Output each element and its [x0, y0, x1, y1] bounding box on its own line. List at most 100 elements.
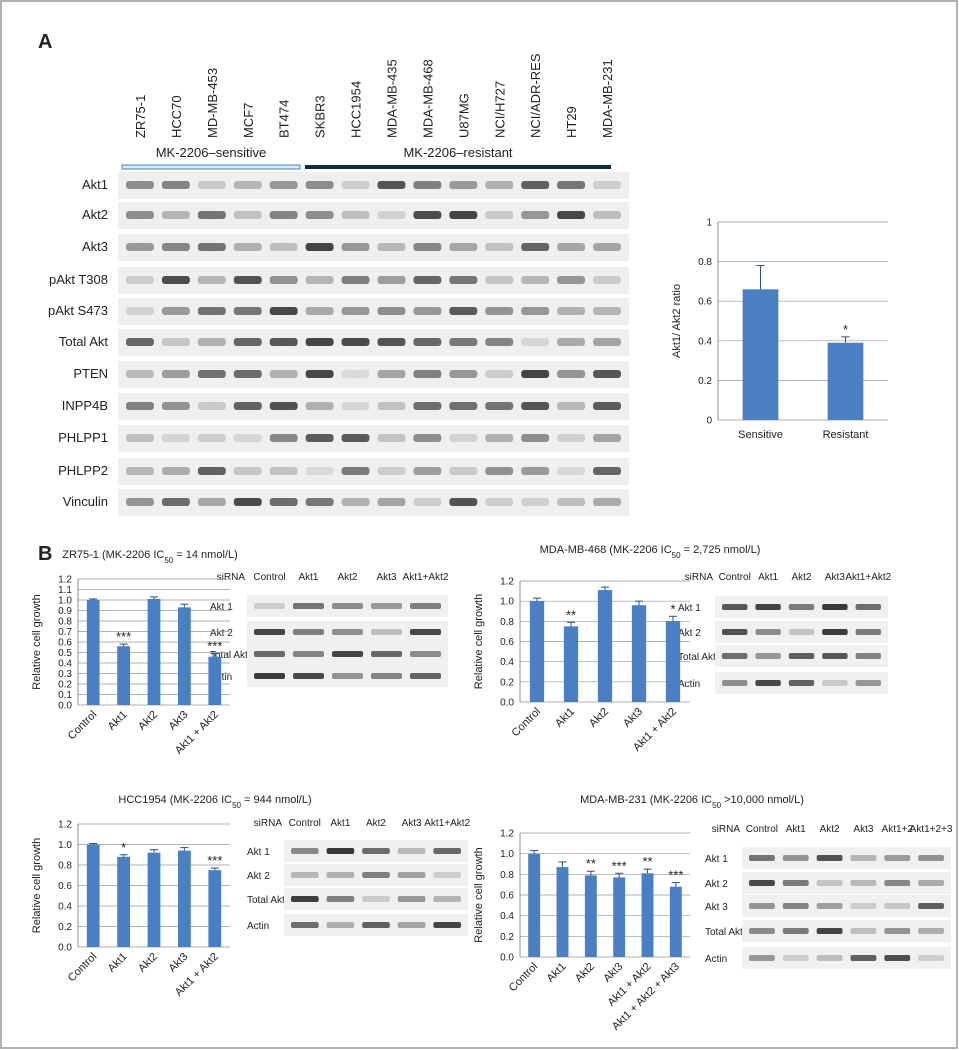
blot-band	[749, 928, 775, 934]
title-part: 50	[232, 801, 241, 810]
blot-row-label: Actin	[247, 921, 269, 932]
blot-band	[593, 434, 621, 442]
blot-band	[918, 880, 944, 886]
chart-title: MDA-MB-231 (MK-2206 IC50 >10,000 nmol/L)	[580, 794, 804, 810]
blot-band	[722, 629, 748, 635]
blot-band	[884, 903, 911, 909]
blot-band	[305, 370, 334, 378]
lane-label: Akt2	[791, 572, 811, 583]
blot-band	[305, 467, 334, 475]
blot-band	[449, 370, 478, 378]
blot-band	[850, 903, 877, 909]
blot-band	[254, 673, 285, 679]
blot-band	[449, 338, 478, 346]
blot-row-label: pAkt S473	[48, 303, 108, 318]
y-tick-label: 0.5	[58, 648, 72, 659]
y-tick-label: 0.6	[58, 881, 72, 892]
blot-band	[413, 181, 442, 189]
blot-band	[749, 955, 775, 961]
blot-band	[722, 604, 748, 610]
bar	[178, 607, 191, 705]
blot-band	[822, 604, 848, 610]
blot-band	[293, 629, 324, 635]
x-tick-label: Sensitive	[738, 429, 783, 441]
blot-band	[269, 181, 298, 189]
blot-band	[305, 211, 334, 219]
blot-band	[433, 896, 461, 902]
y-tick-label: 0.4	[58, 659, 72, 670]
blot-band	[291, 922, 319, 928]
blot-band	[485, 181, 514, 189]
blot-band	[485, 434, 514, 442]
blot-band	[377, 402, 406, 410]
blot-row-label: Akt 1	[678, 603, 701, 614]
blot-row-label: Akt2	[82, 207, 108, 222]
blot-row-label: Akt 2	[247, 871, 270, 882]
y-tick-label: 0.6	[500, 891, 514, 902]
y-tick-label: 0.4	[698, 336, 712, 347]
blot-band	[254, 629, 285, 635]
y-tick-label: 0.1	[58, 690, 72, 701]
blot-band	[269, 402, 298, 410]
title-part: = 2,725 nmol/L)	[681, 544, 761, 556]
y-tick-label: 1.2	[500, 829, 514, 840]
blot-band	[521, 307, 550, 315]
blot-header: siRNA	[254, 818, 283, 829]
blot-band	[161, 338, 190, 346]
lane-label: Control	[746, 824, 778, 835]
blot-band	[449, 243, 478, 251]
blot-band	[126, 498, 154, 506]
blot-band	[884, 955, 911, 961]
y-tick-label: 0.9	[58, 606, 72, 617]
blot-band	[326, 872, 355, 878]
blot-band	[521, 276, 550, 284]
blot-band	[413, 402, 442, 410]
blot-band	[722, 653, 748, 659]
blot-band	[749, 855, 775, 861]
blot-band	[305, 181, 334, 189]
blot-band	[332, 673, 363, 679]
blot-strip	[118, 202, 629, 229]
bar	[613, 877, 626, 957]
blot-strip	[247, 595, 448, 617]
significance: ***	[116, 629, 131, 644]
significance: **	[586, 856, 596, 871]
blot-row-label: pAkt T308	[49, 272, 108, 287]
bar	[529, 601, 545, 702]
blot-band	[755, 653, 781, 659]
blot-band	[749, 903, 775, 909]
y-tick-label: 0.2	[58, 680, 72, 691]
title-part: ZR75-1 (MK-2206 IC	[62, 549, 164, 561]
cell-line-label: HCC1954	[349, 81, 364, 138]
blot-band	[126, 370, 154, 378]
y-tick-label: 0	[706, 416, 712, 427]
blot-band	[485, 467, 514, 475]
blot-band	[485, 370, 514, 378]
blot-band	[413, 243, 442, 251]
blot-band	[269, 243, 298, 251]
blot-band	[557, 434, 586, 442]
blot-band	[341, 276, 370, 284]
blot-band	[197, 498, 226, 506]
blot-band	[269, 338, 298, 346]
y-axis-label: Relative cell growth	[31, 594, 43, 689]
blot-band	[593, 276, 621, 284]
blot-strip	[247, 621, 448, 643]
blot-band	[449, 402, 478, 410]
blot-band	[782, 880, 809, 886]
bar	[86, 600, 100, 705]
y-tick-label: 1.0	[58, 596, 72, 607]
blot-band	[593, 467, 621, 475]
blot-header: siRNA	[217, 572, 246, 583]
y-tick-label: 0.2	[58, 922, 72, 933]
lane-label: Akt1+Akt2	[424, 818, 470, 829]
blot-band	[332, 629, 363, 635]
blot-band	[197, 434, 226, 442]
blot-row-label: Vinculin	[63, 494, 108, 509]
blot-strip	[742, 847, 951, 869]
significance: ***	[668, 868, 683, 883]
blot-strip	[284, 888, 468, 910]
title-part: MDA-MB-468 (MK-2206 IC	[540, 544, 672, 556]
cell-line-label: SKBR3	[313, 95, 328, 138]
blot-band	[557, 338, 586, 346]
